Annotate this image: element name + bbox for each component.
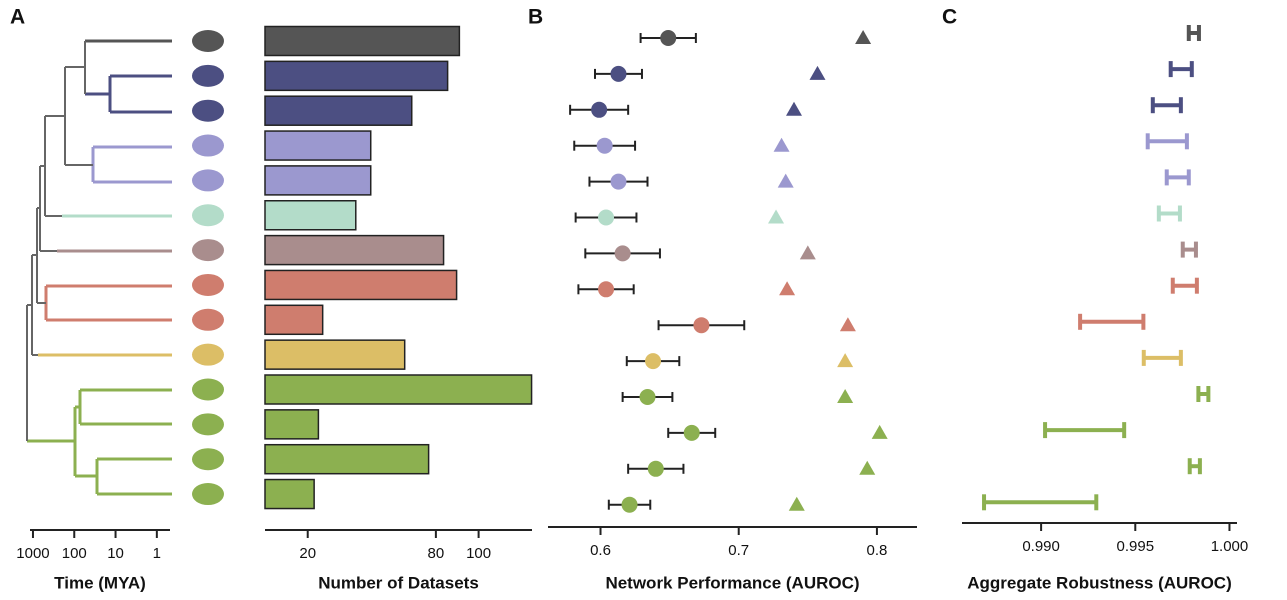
x-tick-label: 10 — [107, 545, 124, 562]
organism-icon — [192, 448, 224, 470]
x-tick-label: 1.000 — [1211, 538, 1249, 555]
point — [660, 30, 676, 46]
x-tick-label: 1 — [153, 545, 161, 562]
point — [693, 317, 709, 333]
point — [597, 138, 613, 154]
point — [768, 210, 784, 224]
x-tick-label: 0.8 — [866, 542, 887, 559]
point — [855, 30, 871, 44]
organism-icon — [192, 274, 224, 296]
organism-icon — [192, 204, 224, 226]
point — [837, 389, 853, 403]
phylogeny — [27, 41, 172, 494]
x-tick-label: 1000 — [16, 545, 49, 562]
x-axis-title: Network Performance (AUROC) — [605, 573, 859, 592]
point — [779, 281, 795, 295]
organism-icon — [192, 65, 224, 87]
x-tick-label: 100 — [466, 545, 491, 562]
organism-icon — [192, 100, 224, 122]
x-tick-label: 0.7 — [728, 542, 749, 559]
organism-icon — [192, 135, 224, 157]
x-tick-label: 20 — [299, 545, 316, 562]
point — [786, 102, 802, 116]
bar — [265, 480, 314, 509]
point — [610, 66, 626, 82]
x-tick-label: 0.6 — [590, 542, 611, 559]
x-tick-label: 0.990 — [1022, 538, 1060, 555]
x-axis-title: Time (MYA) — [54, 573, 146, 592]
panel-label: B — [528, 6, 543, 29]
organism-icon — [192, 239, 224, 261]
point — [648, 461, 664, 477]
point — [610, 174, 626, 190]
organism-icon — [192, 379, 224, 401]
point — [789, 497, 805, 511]
bar — [265, 166, 371, 195]
organism-icon — [192, 413, 224, 435]
bar — [265, 61, 448, 90]
point — [859, 461, 875, 475]
point — [872, 425, 888, 439]
bar — [265, 410, 318, 439]
point — [800, 245, 816, 259]
point — [837, 353, 853, 367]
bar — [265, 201, 356, 230]
point — [622, 497, 638, 513]
point — [640, 389, 656, 405]
x-axis-title: Aggregate Robustness (AUROC) — [967, 573, 1231, 592]
bar — [265, 270, 457, 299]
point — [684, 425, 700, 441]
organism-icon — [192, 169, 224, 191]
x-tick-label: 0.995 — [1117, 538, 1155, 555]
point — [591, 102, 607, 118]
bar — [265, 96, 412, 125]
organism-icon — [192, 309, 224, 331]
panel-label: C — [942, 6, 957, 29]
figure: 1000 100 10 1 Time (MYA) A 20 80 100 Number of Da… — [0, 0, 1287, 600]
bar — [265, 445, 429, 474]
bar — [265, 375, 532, 404]
x-axis-title: Number of Datasets — [318, 573, 479, 592]
point — [774, 138, 790, 152]
point — [778, 174, 794, 188]
bar — [265, 236, 444, 265]
point — [645, 353, 661, 369]
point — [615, 245, 631, 261]
point — [840, 317, 856, 331]
organism-icon — [192, 483, 224, 505]
bar — [265, 131, 371, 160]
point — [598, 281, 614, 297]
bar — [265, 27, 459, 56]
panel-label: A — [10, 6, 25, 29]
x-tick-label: 80 — [428, 545, 445, 562]
x-tick-label: 100 — [62, 545, 87, 562]
organism-icon — [192, 344, 224, 366]
bar — [265, 340, 405, 369]
point — [809, 66, 825, 80]
organism-icon — [192, 30, 224, 52]
bar — [265, 305, 323, 334]
point — [598, 210, 614, 226]
